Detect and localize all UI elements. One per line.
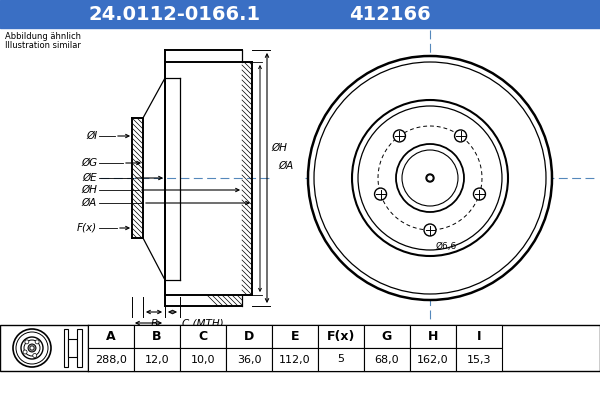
Circle shape — [13, 329, 51, 367]
Text: H: H — [428, 330, 438, 343]
Bar — [0, 325, 600, 371]
Circle shape — [394, 130, 406, 142]
Text: Abbildung ähnlich: Abbildung ähnlich — [5, 32, 81, 41]
Text: ØE: ØE — [82, 173, 97, 183]
Text: C: C — [199, 330, 208, 343]
Circle shape — [16, 332, 48, 364]
Text: 162,0: 162,0 — [417, 354, 449, 364]
Circle shape — [426, 174, 434, 182]
Text: 412166: 412166 — [349, 4, 431, 24]
Bar — [180, 348, 226, 371]
Circle shape — [374, 188, 386, 200]
Circle shape — [424, 224, 436, 236]
Text: I: I — [477, 330, 481, 343]
Bar — [68, 340, 77, 356]
Bar — [134, 325, 180, 348]
Circle shape — [30, 346, 34, 350]
Circle shape — [28, 344, 36, 352]
Bar — [318, 348, 364, 371]
Text: ØH: ØH — [81, 185, 97, 195]
Bar — [0, 0, 600, 28]
Text: D: D — [145, 329, 152, 339]
Circle shape — [427, 175, 433, 181]
Text: D: D — [244, 330, 254, 343]
Text: E: E — [291, 330, 299, 343]
Circle shape — [24, 340, 40, 356]
Circle shape — [455, 130, 467, 142]
Bar — [134, 348, 180, 371]
Bar — [77, 329, 82, 367]
Text: B: B — [151, 319, 158, 329]
Text: 68,0: 68,0 — [374, 354, 400, 364]
Circle shape — [314, 62, 546, 294]
Bar — [410, 348, 456, 371]
Bar — [88, 325, 134, 348]
Bar — [410, 325, 456, 348]
Text: G: G — [382, 330, 392, 343]
Bar — [272, 325, 318, 348]
Bar — [226, 348, 272, 371]
Text: 288,0: 288,0 — [95, 354, 127, 364]
Bar — [226, 325, 272, 348]
Circle shape — [33, 354, 37, 358]
Text: 24.0112-0166.1: 24.0112-0166.1 — [89, 4, 261, 24]
Bar — [364, 325, 410, 348]
Circle shape — [402, 150, 458, 206]
Text: Ø6,6: Ø6,6 — [436, 242, 457, 250]
Text: ØA: ØA — [278, 161, 293, 171]
Text: F(x): F(x) — [327, 330, 355, 343]
Circle shape — [308, 56, 552, 300]
Bar — [64, 329, 68, 367]
Bar — [364, 348, 410, 371]
Bar — [272, 348, 318, 371]
Circle shape — [35, 340, 39, 344]
Text: C (MTH): C (MTH) — [182, 319, 224, 329]
Text: 15,3: 15,3 — [467, 354, 491, 364]
Text: ØI: ØI — [86, 131, 97, 141]
Circle shape — [352, 100, 508, 256]
Bar — [456, 325, 502, 348]
Circle shape — [473, 188, 485, 200]
Bar — [88, 348, 134, 371]
Circle shape — [23, 350, 27, 354]
Bar — [456, 348, 502, 371]
Circle shape — [396, 144, 464, 212]
Circle shape — [25, 340, 29, 344]
Text: A: A — [106, 330, 116, 343]
Text: 5: 5 — [337, 354, 344, 364]
Text: F(x): F(x) — [77, 223, 97, 233]
Bar — [180, 325, 226, 348]
Circle shape — [21, 337, 43, 359]
Text: Illustration similar: Illustration similar — [5, 41, 81, 50]
Text: 112,0: 112,0 — [279, 354, 311, 364]
Text: 12,0: 12,0 — [145, 354, 169, 364]
Text: B: B — [152, 330, 162, 343]
Circle shape — [358, 106, 502, 250]
Bar — [318, 325, 364, 348]
Text: 10,0: 10,0 — [191, 354, 215, 364]
Text: 36,0: 36,0 — [237, 354, 261, 364]
Text: ØG: ØG — [81, 158, 97, 168]
Text: ØH: ØH — [271, 143, 287, 153]
Text: ØA: ØA — [82, 198, 97, 208]
